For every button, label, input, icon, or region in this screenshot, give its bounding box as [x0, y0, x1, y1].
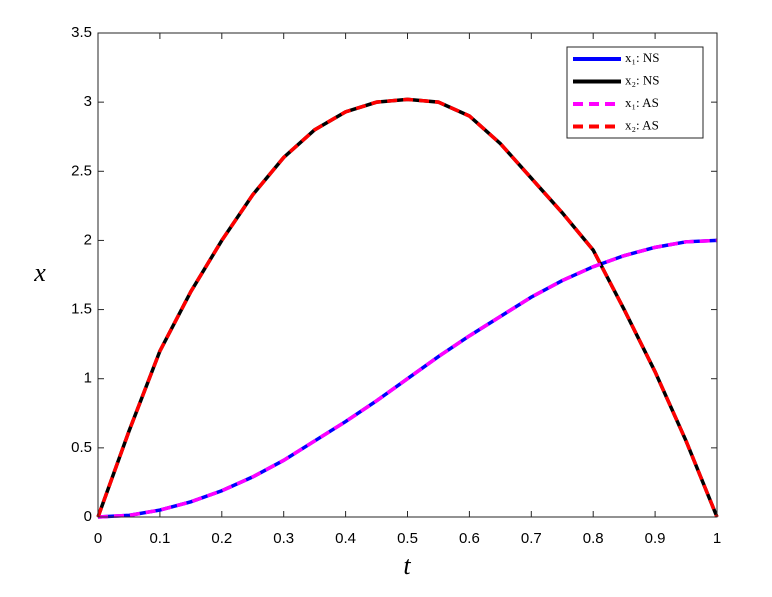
y-tick-label: 3	[84, 93, 92, 110]
y-tick-label: 0	[84, 508, 92, 525]
x-tick-label: 0.9	[645, 530, 666, 547]
series-line	[96, 97, 719, 518]
series-line	[97, 238, 718, 519]
y-tick-label: 2	[84, 231, 92, 248]
x-tick-label: 0.6	[459, 530, 480, 547]
legend-label: x₂: AS	[625, 117, 659, 132]
legend-label: x₁: AS	[625, 95, 659, 110]
x-tick-label: 0.1	[149, 530, 170, 547]
x-tick-label: 1	[713, 530, 721, 547]
y-tick-label: 2.5	[71, 162, 92, 179]
legend-label: x₁: NS	[625, 50, 660, 65]
x-axis-label: t	[403, 551, 411, 580]
y-axis-label: x	[33, 258, 46, 287]
legend-label: x₂: NS	[625, 72, 660, 87]
y-tick-label: 1.5	[71, 301, 92, 318]
x-tick-label: 0.2	[211, 530, 232, 547]
x-tick-label: 0.5	[397, 530, 418, 547]
plot-frame	[97, 32, 718, 518]
y-tick-label: 1	[84, 370, 92, 387]
legend-box	[566, 46, 704, 139]
x-tick-label: 0.4	[335, 530, 356, 547]
x-tick-label: 0.3	[273, 530, 294, 547]
x-tick-label: 0.7	[521, 530, 542, 547]
x-tick-label: 0.8	[583, 530, 604, 547]
y-tick-label: 3.5	[71, 24, 92, 41]
x-tick-label: 0	[94, 530, 102, 547]
y-tick-label: 0.5	[71, 439, 92, 456]
